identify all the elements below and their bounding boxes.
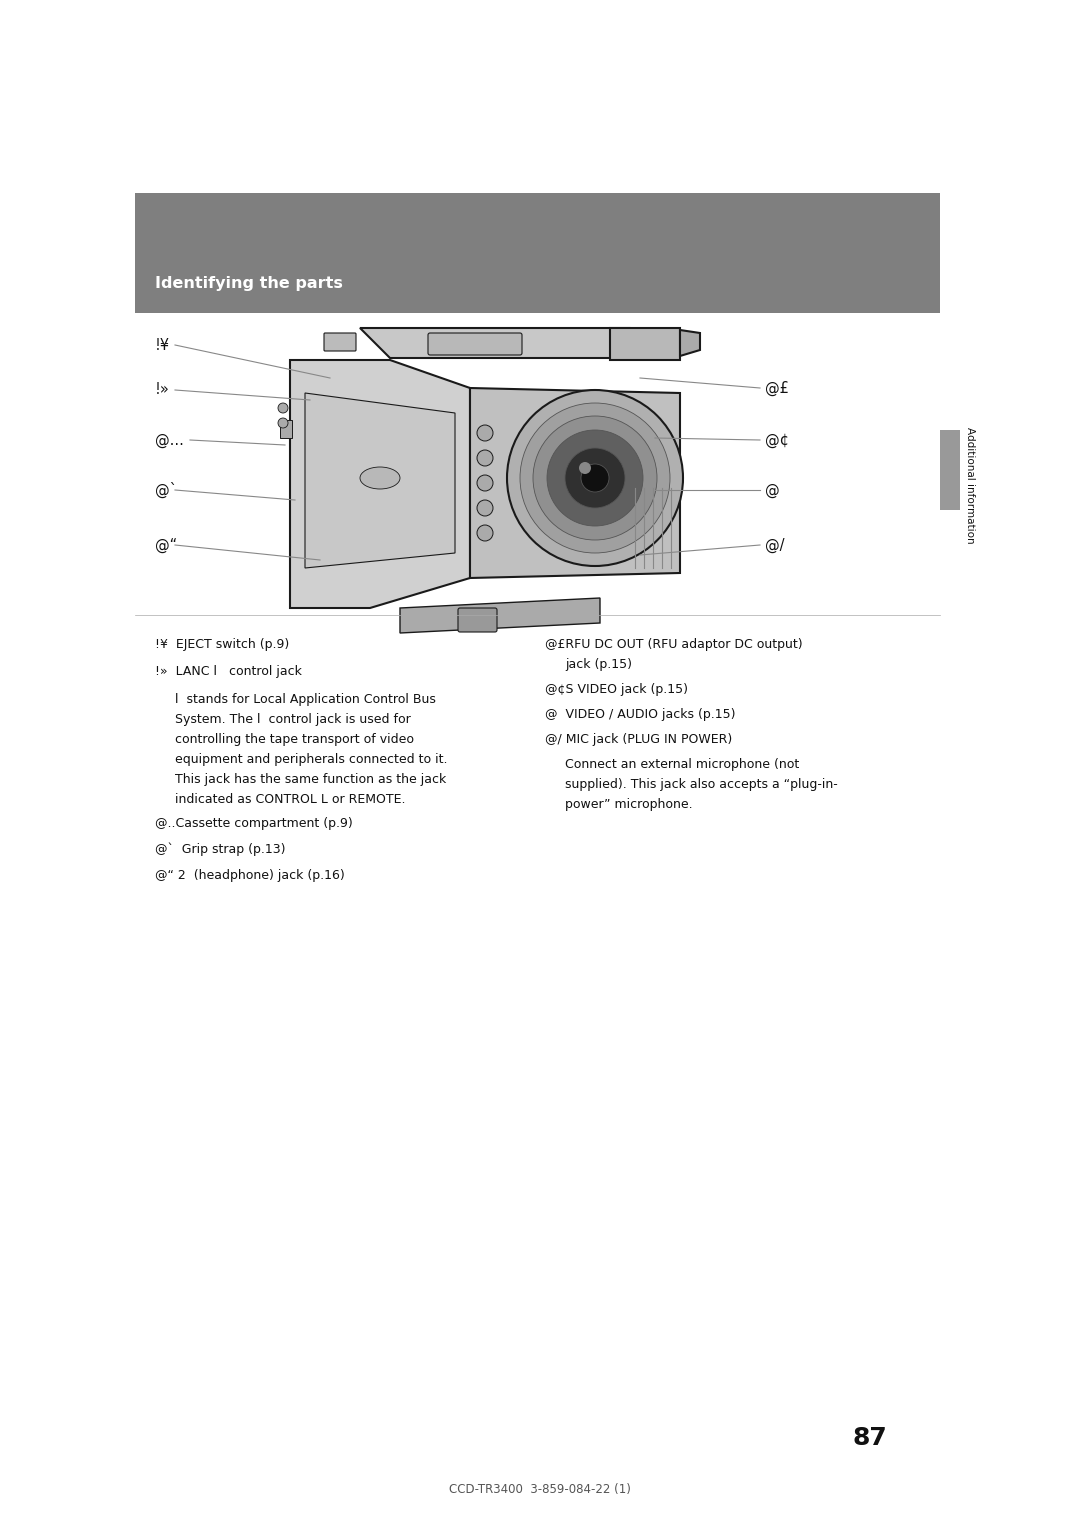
Text: equipment and peripherals connected to it.: equipment and peripherals connected to i… bbox=[175, 753, 447, 766]
Text: !»: !» bbox=[156, 382, 170, 397]
Circle shape bbox=[278, 403, 288, 413]
Text: 87: 87 bbox=[852, 1426, 888, 1450]
Circle shape bbox=[581, 465, 609, 492]
Text: This jack has the same function as the jack: This jack has the same function as the j… bbox=[175, 773, 446, 785]
Text: !¥: !¥ bbox=[156, 338, 171, 353]
Bar bbox=[135, 193, 940, 313]
Text: supplied). This jack also accepts a “plug-in-: supplied). This jack also accepts a “plu… bbox=[565, 778, 838, 792]
Text: System. The l  control jack is used for: System. The l control jack is used for bbox=[175, 714, 410, 726]
Text: @/ MIC jack (PLUG IN POWER): @/ MIC jack (PLUG IN POWER) bbox=[545, 733, 732, 746]
Bar bbox=[280, 420, 292, 439]
Circle shape bbox=[565, 448, 625, 507]
Polygon shape bbox=[305, 393, 455, 568]
FancyBboxPatch shape bbox=[458, 608, 497, 633]
Text: CCD-TR3400  3-859-084-22 (1): CCD-TR3400 3-859-084-22 (1) bbox=[449, 1484, 631, 1496]
Text: !»  LANC l   control jack: !» LANC l control jack bbox=[156, 665, 302, 678]
Text: @“: @“ bbox=[156, 538, 177, 553]
Circle shape bbox=[477, 451, 492, 466]
Text: @: @ bbox=[765, 483, 780, 498]
Text: @£: @£ bbox=[765, 380, 788, 396]
Circle shape bbox=[534, 416, 657, 539]
Polygon shape bbox=[291, 361, 470, 608]
Text: @  VIDEO / AUDIO jacks (p.15): @ VIDEO / AUDIO jacks (p.15) bbox=[545, 707, 735, 721]
Text: !¥  EJECT switch (p.9): !¥ EJECT switch (p.9) bbox=[156, 639, 289, 651]
Bar bbox=[940, 429, 960, 510]
Text: @/: @/ bbox=[765, 538, 784, 553]
Text: @£RFU DC OUT (RFU adaptor DC output): @£RFU DC OUT (RFU adaptor DC output) bbox=[545, 639, 802, 651]
Text: @`: @` bbox=[156, 481, 177, 498]
Polygon shape bbox=[680, 330, 700, 356]
Circle shape bbox=[546, 429, 643, 526]
Text: controlling the tape transport of video: controlling the tape transport of video bbox=[175, 733, 414, 746]
Text: Additional information: Additional information bbox=[966, 426, 975, 544]
Text: @`  Grip strap (p.13): @` Grip strap (p.13) bbox=[156, 843, 285, 857]
Circle shape bbox=[507, 390, 683, 565]
Text: Connect an external microphone (not: Connect an external microphone (not bbox=[565, 758, 799, 772]
Text: indicated as CONTROL L or REMOTE.: indicated as CONTROL L or REMOTE. bbox=[175, 793, 405, 805]
Text: @¢: @¢ bbox=[765, 432, 789, 448]
Text: @...: @... bbox=[156, 432, 184, 448]
Circle shape bbox=[477, 500, 492, 516]
Text: @¢S VIDEO jack (p.15): @¢S VIDEO jack (p.15) bbox=[545, 683, 688, 695]
FancyBboxPatch shape bbox=[324, 333, 356, 351]
Circle shape bbox=[477, 526, 492, 541]
Text: power” microphone.: power” microphone. bbox=[565, 798, 692, 811]
Polygon shape bbox=[360, 329, 660, 358]
Text: jack (p.15): jack (p.15) bbox=[565, 659, 632, 671]
Circle shape bbox=[477, 425, 492, 442]
FancyBboxPatch shape bbox=[428, 333, 522, 354]
Text: Identifying the parts: Identifying the parts bbox=[156, 277, 342, 290]
Polygon shape bbox=[470, 388, 680, 578]
Text: l  stands for Local Application Control Bus: l stands for Local Application Control B… bbox=[175, 694, 436, 706]
Ellipse shape bbox=[360, 468, 400, 489]
Circle shape bbox=[579, 461, 591, 474]
Polygon shape bbox=[610, 329, 680, 361]
Circle shape bbox=[519, 403, 670, 553]
Circle shape bbox=[278, 419, 288, 428]
Polygon shape bbox=[400, 597, 600, 633]
Circle shape bbox=[477, 475, 492, 490]
Text: @..Cassette compartment (p.9): @..Cassette compartment (p.9) bbox=[156, 817, 353, 830]
Text: @“ 2  (headphone) jack (p.16): @“ 2 (headphone) jack (p.16) bbox=[156, 869, 345, 882]
